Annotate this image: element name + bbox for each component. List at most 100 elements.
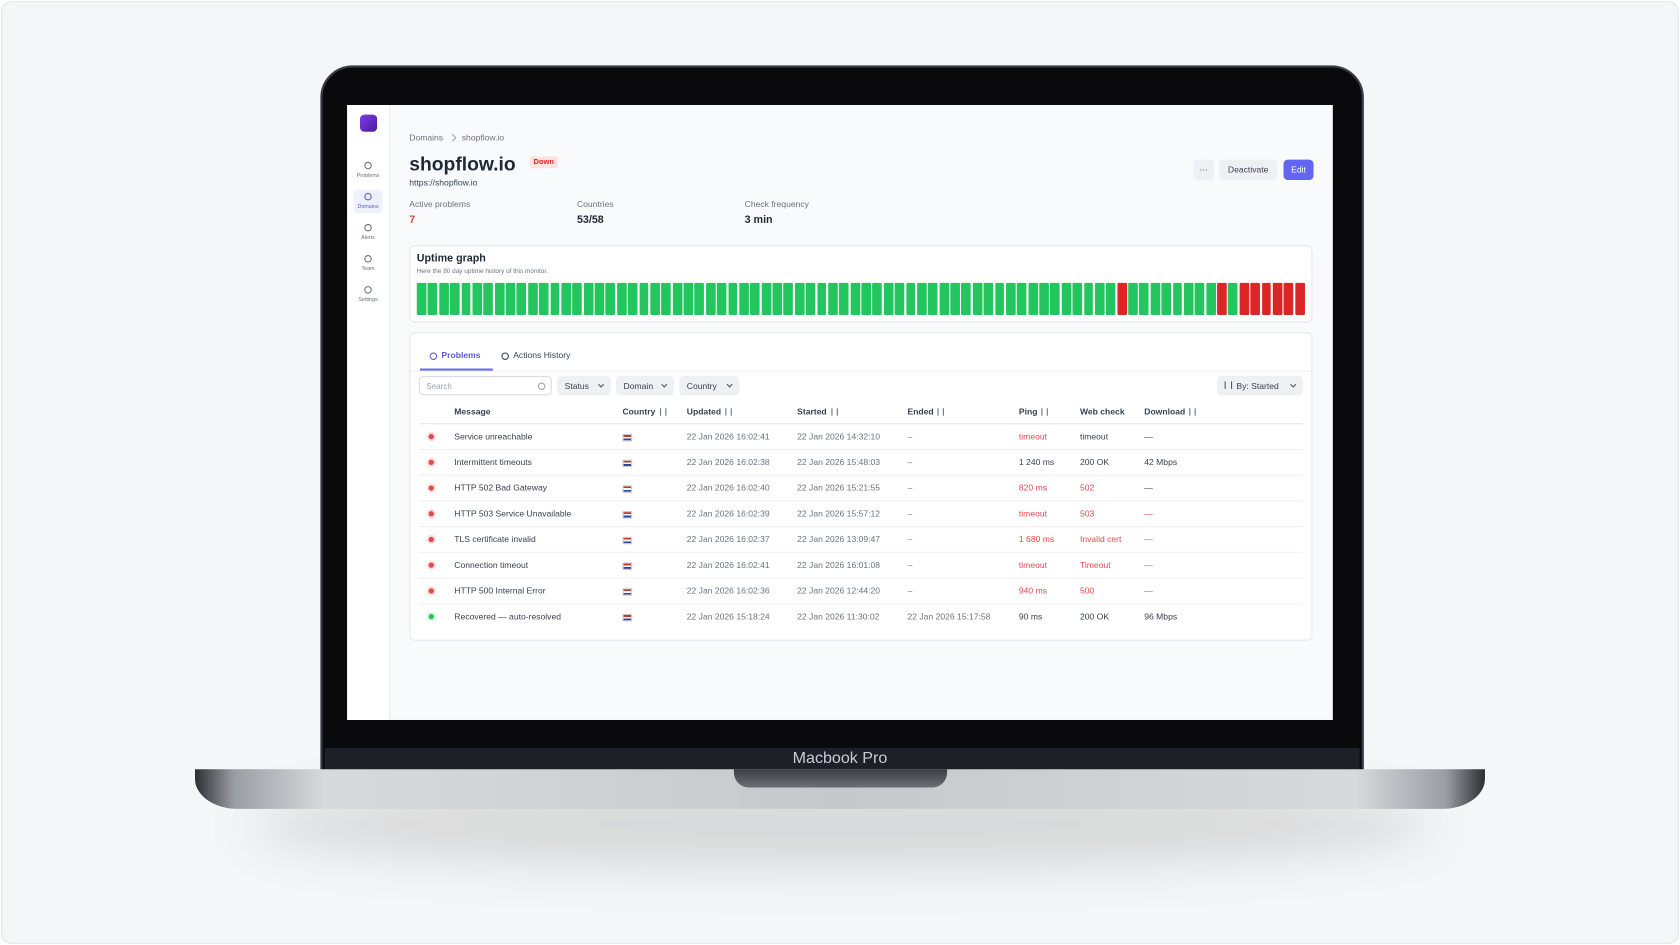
table-cell: – [907, 586, 913, 596]
column-header[interactable]: Updated [687, 408, 732, 417]
sort-indicator [1041, 408, 1049, 416]
row-divider [418, 551, 1303, 553]
nav-icon [364, 254, 372, 263]
action-button[interactable]: ··· [1193, 159, 1214, 180]
uptime-bar [527, 282, 538, 315]
uptime-bar [1261, 282, 1272, 315]
nav-item[interactable]: Problems [354, 159, 383, 183]
table-cell: 940 ms [1018, 586, 1048, 596]
nav-item[interactable]: Alerts [354, 221, 383, 245]
table-cell: HTTP 502 Bad Gateway [454, 483, 548, 493]
table-cell: – [907, 457, 913, 468]
table-cell: HTTP 500 Internal Error [454, 586, 546, 596]
uptime-bar [583, 282, 594, 315]
table-cell: — [1144, 534, 1153, 545]
sort-icon [1224, 381, 1233, 389]
uptime-bar [961, 282, 972, 315]
table-cell: 22 Jan 2026 12:44:20 [797, 586, 881, 596]
tab[interactable]: Actions History [513, 350, 571, 360]
uptime-bar [1172, 282, 1183, 315]
table-cell: timeout [1018, 560, 1048, 570]
uptime-bar [1294, 282, 1305, 315]
table-cell: 22 Jan 2026 15:48:03 [797, 457, 881, 468]
search-icon [537, 382, 546, 390]
row-divider [418, 603, 1303, 605]
column-header[interactable]: Ended [907, 408, 945, 417]
sort-dropdown[interactable]: By: Started [1217, 376, 1303, 396]
uptime-bar [694, 282, 705, 315]
table-cell: Invalid cert [1079, 534, 1122, 545]
bezel-chin [324, 747, 1360, 771]
sort-label: By: Started [1236, 380, 1279, 391]
status-dot [428, 511, 434, 517]
uptime-bar [1161, 282, 1172, 315]
tab[interactable]: Problems [441, 350, 481, 360]
breadcrumb-link[interactable]: Domains [409, 132, 444, 143]
uptime-bar [1228, 282, 1238, 315]
table-cell: 22 Jan 2026 16:02:36 [686, 586, 770, 596]
tab-icon [429, 352, 438, 360]
screen: Problems Domains Alerts Team Settings Domains… [347, 104, 1333, 720]
nav-item[interactable]: Settings [354, 283, 383, 307]
header-divider [418, 423, 1303, 425]
filter-dropdown[interactable]: Status [557, 376, 611, 396]
uptime-bar [716, 282, 727, 315]
status-dot [428, 459, 434, 465]
action-button[interactable]: Edit [1283, 159, 1314, 180]
stat-value: 3 min [744, 214, 773, 227]
nav-label: Alerts [361, 234, 375, 242]
uptime-bar [861, 282, 872, 315]
uptime-bar [939, 282, 949, 315]
column-header[interactable]: Download [1144, 408, 1196, 417]
search-input[interactable]: Search [418, 376, 552, 396]
uptime-bar [1194, 282, 1205, 315]
uptime-bar [839, 282, 849, 315]
nav-label: Domains [357, 203, 379, 210]
nav-item[interactable]: Team [354, 252, 383, 276]
table-cell: timeout [1018, 431, 1048, 442]
uptime-bar [928, 282, 938, 315]
table-cell: Timeout [1079, 560, 1111, 570]
uptime-bar [416, 282, 427, 315]
nav-icon [364, 161, 372, 170]
filter-dropdown[interactable]: Domain [616, 376, 674, 396]
table-cell: 22 Jan 2026 11:30:02 [797, 611, 880, 622]
uptime-bar [1150, 282, 1161, 315]
filter-label: Domain [623, 380, 654, 391]
action-button[interactable]: Deactivate [1219, 159, 1278, 180]
table-cell: 502 [1079, 483, 1095, 493]
uptime-bar [594, 282, 605, 315]
uptime-bar [1239, 282, 1249, 315]
nav-item[interactable]: Domains [353, 189, 383, 214]
table-cell: TLS certificate invalid [454, 534, 536, 545]
country-flag [622, 459, 633, 468]
uptime-bar [1039, 282, 1049, 315]
table-cell: HTTP 503 Service Unavailable [454, 508, 572, 519]
uptime-bar [427, 282, 438, 315]
table-cell: 22 Jan 2026 16:02:37 [686, 534, 770, 545]
uptime-bar [1061, 282, 1072, 315]
table-cell: 90 ms [1018, 611, 1043, 622]
filter-dropdown[interactable]: Country [679, 376, 740, 396]
uptime-bar [672, 282, 683, 315]
uptime-bar [1105, 282, 1116, 315]
column-header[interactable]: Ping [1019, 408, 1049, 417]
table-cell: 96 Mbps [1144, 611, 1178, 622]
column-header[interactable]: Started [797, 408, 838, 417]
table-cell: Recovered — auto-resolved [454, 611, 561, 622]
row-divider [418, 500, 1303, 502]
sort-indicator [725, 408, 732, 416]
status-dot [428, 588, 434, 594]
table-cell: 1 680 ms [1018, 534, 1055, 545]
status-badge: Down [529, 156, 559, 169]
nav-label: Problems [356, 172, 380, 179]
uptime-bar [683, 282, 694, 315]
column-header[interactable]: Country [622, 408, 667, 417]
table-cell: – [907, 508, 913, 519]
uptime-bar [850, 282, 860, 315]
uptime-bar [1205, 282, 1216, 315]
table-cell: — [1144, 560, 1153, 570]
sort-indicator [659, 408, 667, 416]
table-cell: 22 Jan 2026 15:17:58 [907, 611, 991, 622]
uptime-bar [661, 282, 671, 315]
